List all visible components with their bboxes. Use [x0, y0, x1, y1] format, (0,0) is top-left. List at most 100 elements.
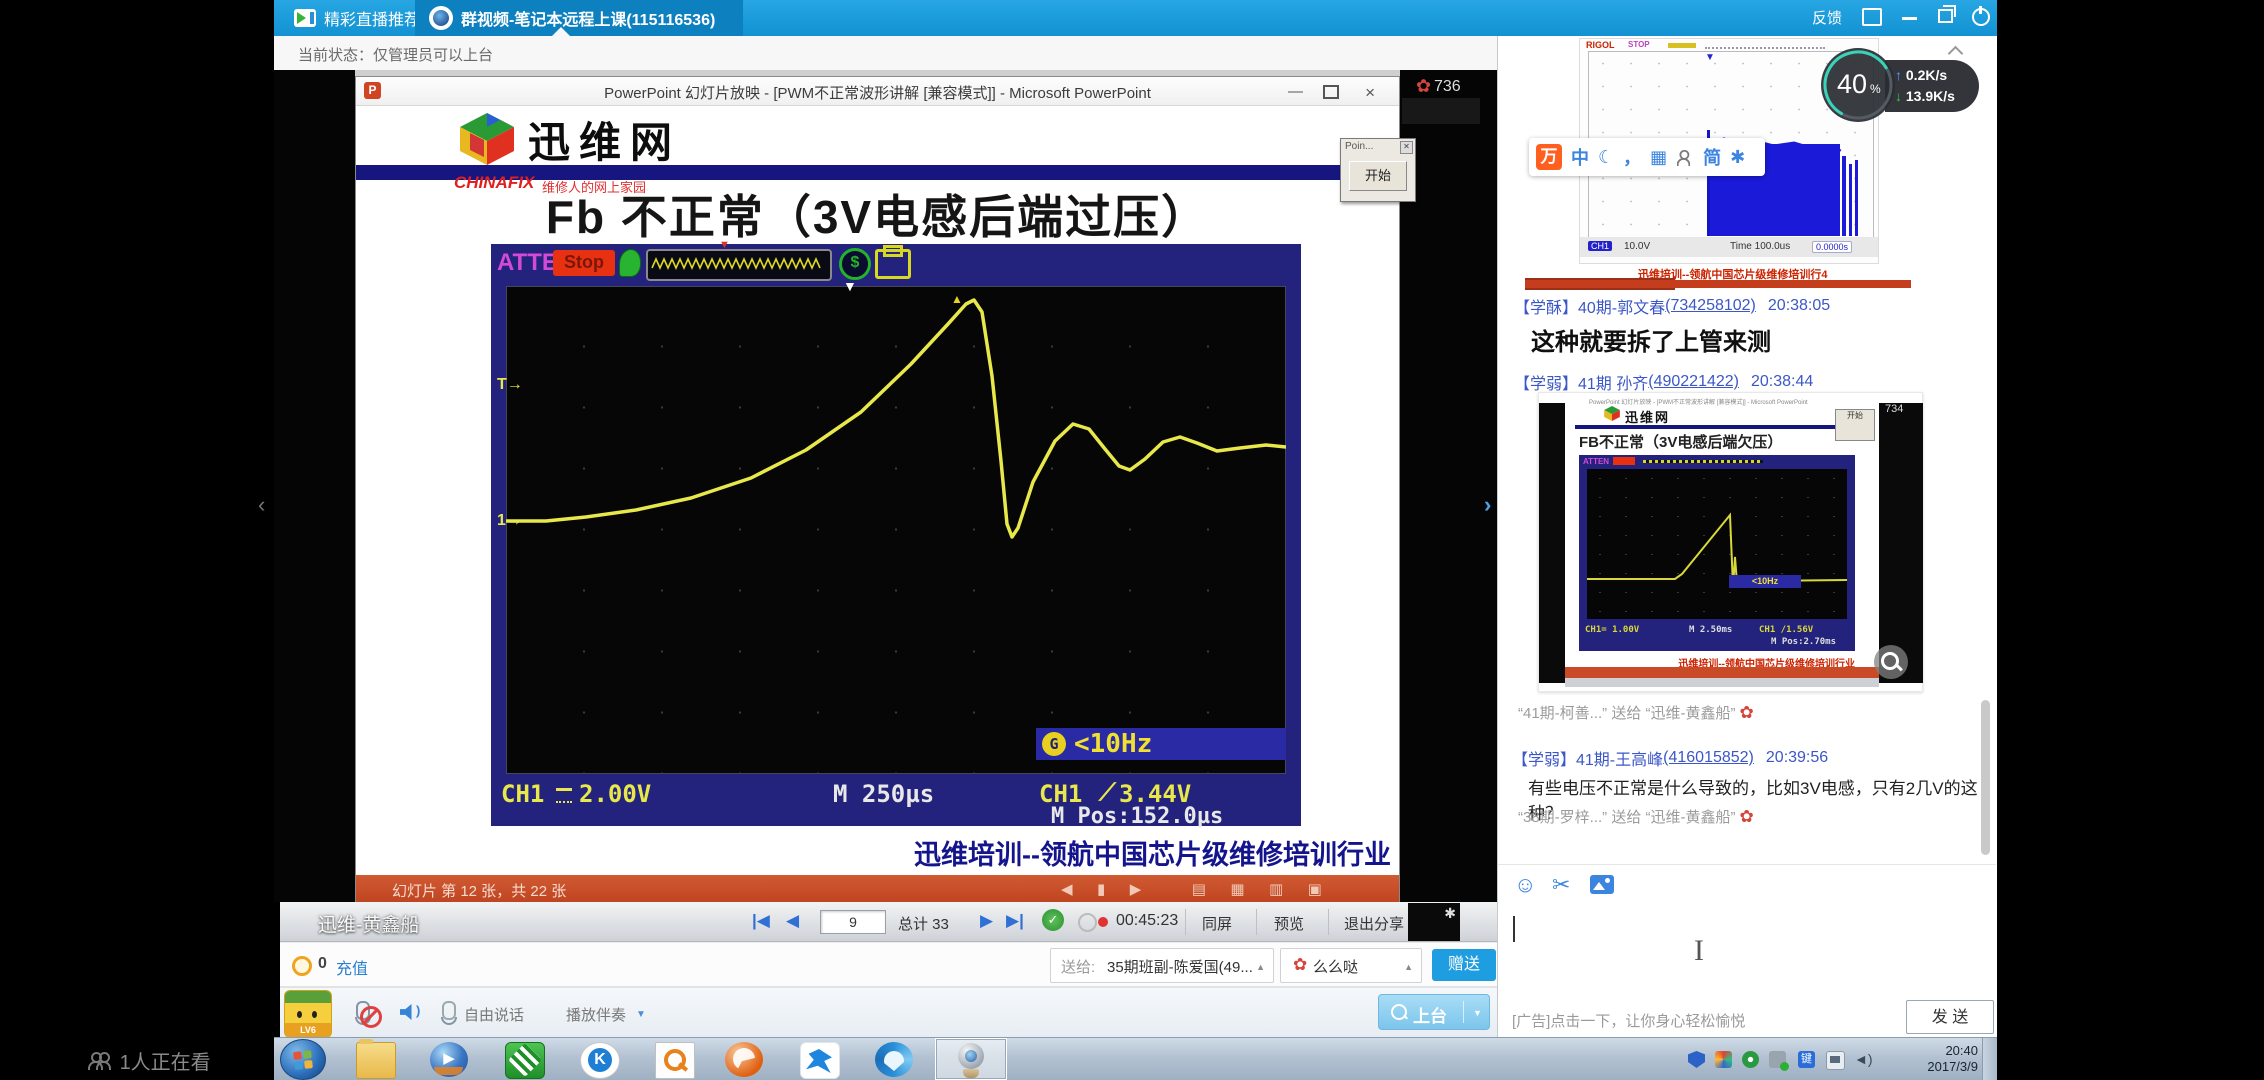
slide-view-icon[interactable]: ▤ — [1191, 881, 1206, 898]
pen-tool-icon[interactable]: ▮ — [1097, 881, 1106, 898]
gift-target-dropdown[interactable]: 送给: 35期班副-陈爱国(49... ▲ — [1050, 948, 1274, 983]
webcam-mini-window[interactable]: ✱ — [1408, 903, 1460, 941]
ime-simplified-icon[interactable]: 简 — [1703, 148, 1722, 168]
preview-button[interactable]: 预览 — [1274, 916, 1305, 933]
emoticon-icon[interactable]: ☺ — [1514, 872, 1537, 897]
taskbar-browser-swirl-icon[interactable] — [875, 1042, 913, 1077]
tray-volume-icon[interactable]: ◄) — [1854, 1051, 1873, 1067]
send-gift-button[interactable]: 赠送 — [1432, 949, 1496, 981]
taskbar-active-webcam-app[interactable] — [935, 1038, 1007, 1080]
chat-image-ppt-thumbnail[interactable]: 734 PowerPoint 幻灯片放映 - [PWM不正常波形讲解 [兼容模式… — [1538, 392, 1923, 692]
chat-scrollbar[interactable] — [1981, 700, 1990, 855]
thumb-trigger: CH1 /1.56V — [1759, 625, 1814, 635]
ime-keyboard-icon[interactable]: ▦ — [1650, 146, 1668, 167]
chat-input-area[interactable] — [1498, 894, 1996, 994]
power-close-button[interactable] — [1972, 6, 1990, 26]
restore-button[interactable] — [1938, 5, 1956, 23]
ime-gear-icon[interactable]: ✱ — [1730, 146, 1746, 167]
page-number-input[interactable]: 9 — [820, 910, 886, 934]
tab-group-video[interactable]: 群视频-笔记本远程上课(115116536) — [415, 0, 743, 36]
chat-message-header: 【学弱】41期 孙齐 (490221422) 20:38:44 — [1514, 370, 1813, 394]
scope-m-pos: M Pos:152.0µs — [1051, 804, 1224, 829]
tab-live-recommend[interactable]: 精彩直播推荐 — [280, 0, 434, 36]
zoom-image-icon[interactable] — [1874, 645, 1908, 679]
taskbar-browser-lion-icon[interactable] — [725, 1042, 763, 1077]
accompaniment-arrow-icon[interactable]: ▼ — [636, 1009, 646, 1020]
next-slide-icon[interactable]: ▶ — [1129, 881, 1142, 898]
gift-item-dropdown[interactable]: ✿ 么么哒 ▲ — [1280, 948, 1422, 983]
taskbar-thunder-icon[interactable] — [800, 1042, 840, 1079]
settings-gear-icon[interactable]: ✱ — [1444, 905, 1456, 921]
letterbox-left — [274, 70, 355, 902]
taskbar-explorer-icon[interactable] — [356, 1039, 396, 1079]
show-desktop-button[interactable] — [1982, 1038, 1997, 1080]
download-arrow-icon: ↓ 13.9K/s — [1895, 88, 1955, 104]
accompaniment-label[interactable]: 播放伴奏 — [566, 1007, 627, 1024]
ime-punct-icon[interactable]: ， — [1623, 148, 1642, 168]
notes-view-icon[interactable]: ▥ — [1269, 881, 1284, 898]
speaker-icon[interactable] — [400, 1004, 412, 1020]
tray-ime-icon[interactable]: 键 — [1798, 1051, 1815, 1068]
free-talk-mic-icon[interactable] — [441, 1001, 457, 1025]
app-titlebar: 精彩直播推荐 群视频-笔记本远程上课(115116536) 反馈 — [274, 0, 1997, 36]
tray-network-icon[interactable] — [1826, 1051, 1845, 1070]
pointer-helper-window[interactable]: Poin... ✕ 开始 — [1340, 138, 1416, 202]
tray-color-icon[interactable] — [1715, 1051, 1732, 1068]
taskbar-kmplayer-icon[interactable] — [580, 1042, 620, 1079]
taskbar-video-app-icon[interactable] — [505, 1042, 545, 1079]
ppt-close-icon[interactable]: × — [1365, 83, 1375, 102]
recharge-link[interactable]: 充值 — [336, 961, 369, 978]
rigol-offset: 0.0000s — [1812, 241, 1853, 253]
presenter-watermark: 迅维-黄鑫船 — [318, 915, 420, 936]
start-button[interactable] — [280, 1039, 326, 1080]
grid-view-icon[interactable]: ▦ — [1230, 881, 1245, 898]
ime-lang-icon[interactable]: 中 — [1571, 148, 1589, 168]
ppt-window-title: PowerPoint 幻灯片放映 - [PWM不正常波形讲解 [兼容模式]] -… — [604, 85, 1151, 102]
ppt-minimize-icon[interactable]: — — [1288, 83, 1303, 100]
feedback-button[interactable]: 反馈 — [1812, 10, 1843, 27]
same-screen-button[interactable]: 同屏 — [1202, 916, 1233, 933]
exit-share-button[interactable]: 退出分享 — [1344, 916, 1405, 933]
skin-icon[interactable] — [1862, 8, 1882, 26]
avatar[interactable]: LV6 — [284, 990, 332, 1038]
taskbar-clock[interactable]: 20:40 2017/3/9 — [1890, 1043, 1978, 1075]
collapse-left-arrow[interactable]: ‹ — [258, 492, 266, 517]
collapse-panel-icon[interactable] — [1949, 44, 1963, 58]
pointer-start-button[interactable]: 开始 — [1349, 161, 1407, 191]
pointer-close-icon[interactable]: ✕ — [1400, 141, 1413, 154]
sender-qq-link[interactable]: (416015852) — [1663, 749, 1754, 766]
stage-person-icon — [1391, 1004, 1407, 1020]
taskbar-search-doc-icon[interactable] — [655, 1042, 695, 1079]
sender-qq-link[interactable]: (490221422) — [1648, 373, 1739, 390]
slideshow-status-text: 幻灯片 第 12 张，共 22 张 — [392, 883, 567, 900]
ppt-maximize-icon[interactable] — [1323, 85, 1339, 99]
tray-shield-icon[interactable] — [1688, 1051, 1705, 1068]
taskbar-mediaplayer-icon[interactable]: ▶ — [430, 1042, 468, 1077]
prev-page-button[interactable]: ◀ — [786, 911, 800, 930]
rigol-stop: STOP — [1628, 40, 1650, 49]
tray-green-icon[interactable] — [1742, 1051, 1759, 1068]
stage-arrow-icon[interactable]: ▼ — [1473, 1008, 1482, 1018]
monitor-view-icon[interactable]: ▣ — [1307, 881, 1322, 898]
next-page-button[interactable]: ▶ — [980, 911, 994, 930]
ime-logo-icon[interactable]: 万 — [1536, 144, 1562, 170]
expand-chat-arrow[interactable]: › — [1484, 492, 1492, 517]
ime-user-icon[interactable] — [1676, 149, 1691, 166]
minimize-button[interactable] — [1902, 17, 1917, 20]
screenshot-scissors-icon[interactable]: ✂ — [1552, 872, 1571, 897]
first-page-button[interactable]: |◀ — [752, 911, 770, 930]
ime-toolbar[interactable]: 万 中 ☾ ， ▦ 简 ✱ — [1529, 138, 1765, 176]
ppt-titlebar[interactable]: P PowerPoint 幻灯片放映 - [PWM不正常波形讲解 [兼容模式]]… — [356, 77, 1399, 106]
status-bar: 当前状态：仅管理员可以上台 — [274, 36, 1497, 71]
go-on-stage-button[interactable]: 上台 ▼ — [1378, 994, 1490, 1030]
sender-qq-link[interactable]: (734258102) — [1665, 297, 1756, 314]
send-image-icon[interactable] — [1590, 875, 1614, 894]
ime-moon-icon[interactable]: ☾ — [1598, 146, 1615, 167]
last-page-button[interactable]: ▶| — [1006, 911, 1024, 930]
free-talk-label[interactable]: 自由说话 — [464, 1007, 525, 1024]
prev-slide-icon[interactable]: ◀ — [1061, 881, 1073, 898]
send-button[interactable]: 发 送 — [1906, 1000, 1994, 1034]
level-badge: LV6 — [285, 1023, 331, 1037]
tray-usb-icon[interactable] — [1769, 1051, 1789, 1071]
scope-dollar-icon: $ — [839, 248, 871, 280]
